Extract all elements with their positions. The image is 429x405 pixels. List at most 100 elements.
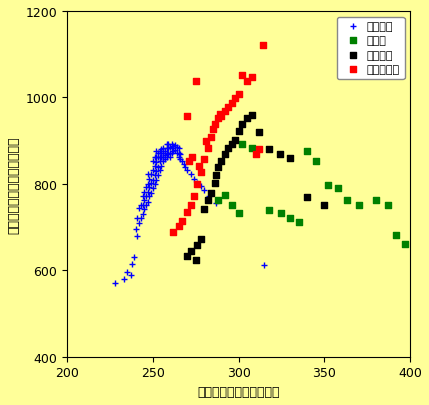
水稲作田 (136, 220, 142, 226)
水稲作田 (144, 181, 151, 188)
不作付田 (187, 248, 194, 254)
水稲作田 (129, 261, 136, 267)
水稲作田 (139, 193, 146, 200)
転作田 (343, 198, 350, 204)
耕作放棄田 (189, 154, 196, 161)
水稲作田 (163, 146, 170, 152)
不作付田 (225, 146, 232, 152)
水稲作田 (197, 183, 204, 190)
水稲作田 (261, 262, 268, 269)
不作付田 (228, 141, 235, 148)
水稲作田 (144, 199, 151, 206)
転作田 (335, 185, 341, 192)
水稲作田 (161, 152, 168, 159)
耕作放棄田 (239, 72, 245, 79)
水稲作田 (154, 150, 161, 157)
水稲作田 (163, 154, 170, 161)
水稲作田 (132, 226, 139, 233)
水稲作田 (175, 146, 182, 152)
耕作放棄田 (170, 230, 177, 236)
水稲作田 (154, 154, 161, 161)
水稲作田 (151, 154, 158, 161)
水稲作田 (148, 172, 154, 178)
水稲作田 (158, 150, 165, 157)
不作付田 (321, 202, 328, 208)
水稲作田 (190, 176, 197, 183)
Legend: 水稲作田, 転作田, 不作付田, 耕作放棄田: 水稲作田, 転作田, 不作付田, 耕作放棄田 (337, 17, 405, 79)
水稲作田 (177, 157, 184, 163)
Y-axis label: 赤外線バンドの値（濃度値）: 赤外線バンドの値（濃度値） (7, 136, 20, 233)
転作田 (312, 159, 319, 165)
転作田 (278, 211, 285, 217)
水稲作田 (146, 176, 153, 183)
水稲作田 (134, 216, 141, 222)
水稲作田 (153, 177, 160, 183)
水稲作田 (141, 206, 148, 213)
耕作放棄田 (201, 156, 208, 163)
水稲作田 (166, 154, 173, 161)
水稲作田 (178, 159, 185, 165)
水稲作田 (142, 185, 149, 191)
水稲作田 (187, 172, 194, 178)
水稲作田 (142, 193, 149, 200)
不作付田 (197, 237, 204, 243)
耕作放棄田 (221, 109, 228, 115)
耕作放棄田 (218, 113, 225, 119)
水稲作田 (172, 142, 178, 149)
耕作放棄田 (256, 147, 263, 153)
転作田 (304, 149, 311, 155)
水稲作田 (120, 276, 127, 283)
不作付田 (304, 194, 311, 200)
水稲作田 (163, 141, 170, 148)
耕作放棄田 (187, 202, 194, 208)
不作付田 (239, 122, 245, 128)
耕作放棄田 (209, 126, 216, 132)
水稲作田 (173, 150, 180, 157)
転作田 (287, 215, 293, 221)
不作付田 (184, 254, 190, 260)
水稲作田 (180, 162, 187, 168)
不作付田 (204, 198, 211, 204)
水稲作田 (194, 180, 201, 186)
耕作放棄田 (232, 96, 239, 102)
水稲作田 (161, 157, 168, 163)
不作付田 (287, 155, 293, 162)
不作付田 (211, 180, 218, 187)
不作付田 (221, 151, 228, 158)
水稲作田 (139, 211, 146, 218)
水稲作田 (130, 254, 137, 261)
水稲作田 (165, 151, 172, 158)
耕作放棄田 (249, 74, 256, 81)
水稲作田 (146, 185, 153, 191)
水稲作田 (141, 198, 148, 204)
耕作放棄田 (196, 163, 202, 170)
水稲作田 (175, 154, 182, 161)
耕作放棄田 (192, 79, 199, 85)
転作田 (266, 207, 273, 213)
不作付田 (266, 147, 273, 153)
水稲作田 (127, 272, 134, 278)
耕作放棄田 (244, 79, 251, 85)
耕作放棄田 (235, 92, 242, 98)
不作付田 (214, 165, 221, 171)
耕作放棄田 (194, 181, 201, 188)
水稲作田 (156, 154, 163, 161)
不作付田 (276, 151, 283, 158)
耕作放棄田 (252, 151, 259, 158)
水稲作田 (206, 193, 213, 200)
不作付田 (201, 206, 208, 213)
耕作放棄田 (216, 111, 223, 118)
転作田 (295, 219, 302, 226)
水稲作田 (151, 173, 158, 179)
水稲作田 (165, 141, 172, 148)
水稲作田 (166, 150, 173, 157)
転作田 (384, 202, 391, 208)
耕作放棄田 (185, 159, 192, 165)
水稲作田 (156, 159, 163, 165)
水稲作田 (112, 280, 118, 287)
耕作放棄田 (184, 113, 190, 119)
転作田 (214, 197, 221, 204)
水稲作田 (141, 189, 148, 195)
水稲作田 (149, 177, 156, 183)
水稲作田 (151, 163, 158, 170)
